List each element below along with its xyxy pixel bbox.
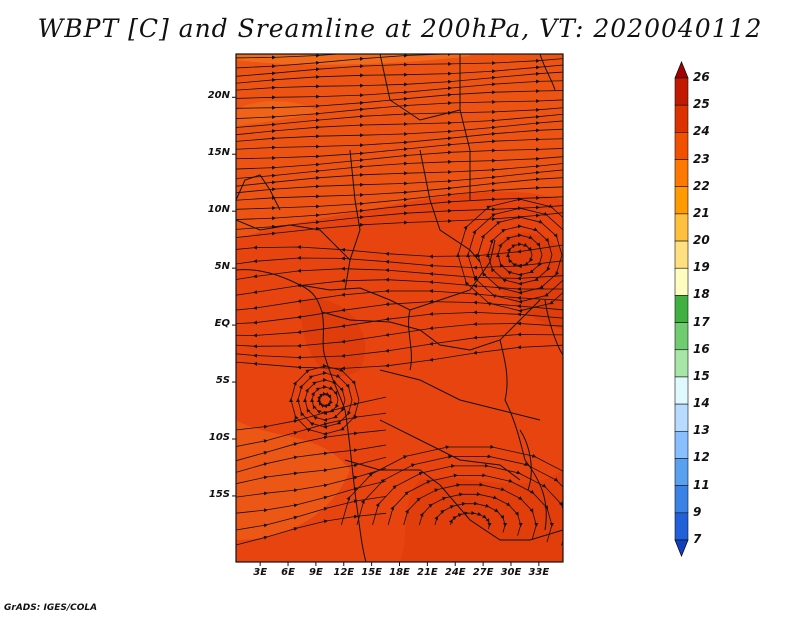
colorbar-segment: [674, 349, 689, 378]
lon-label: 6E: [281, 567, 295, 578]
lon-label: 33E: [528, 567, 550, 578]
lat-label: 5N: [214, 261, 230, 273]
lon-label: 15E: [361, 567, 382, 578]
colorbar-label: 24: [693, 124, 710, 139]
lat-label: 10N: [207, 204, 230, 216]
colorbar-label: 17: [693, 314, 710, 329]
streamline: [236, 444, 387, 473]
lon-label: 3E: [253, 567, 268, 578]
streamline: [236, 512, 387, 546]
colorbar-label: 20: [693, 233, 710, 248]
colorbar-segment: [674, 213, 689, 242]
streamline: [236, 344, 563, 371]
colorbar-segment: [674, 186, 689, 215]
grads-credit: GrADS: IGES/COLA: [4, 603, 98, 613]
colorbar-label: 23: [693, 151, 710, 166]
streamline: [340, 444, 563, 527]
colorbar-label: 16: [693, 341, 710, 356]
colorbar-top-arrow: [674, 60, 689, 79]
colorbar-segment: [674, 403, 689, 432]
streamlines: [236, 54, 563, 546]
colorbar-segment: [674, 77, 689, 106]
streamline: [236, 429, 387, 462]
colorbar-segment: [674, 430, 689, 459]
chart-title: WBPT [C] and Sreamline at 200hPa, VT: 20…: [37, 14, 763, 43]
colorbar-segment: [674, 159, 689, 188]
lat-label: 10S: [208, 431, 230, 443]
colorbar-label: 11: [693, 477, 710, 492]
colorbar: [674, 60, 689, 558]
colorbar-label: 26: [693, 70, 710, 84]
lon-label: 9E: [308, 567, 323, 578]
colorbar-segment: [674, 322, 689, 351]
streamline: [236, 412, 387, 447]
colorbar-bottom-arrow: [674, 539, 689, 558]
colorbar-segment: [674, 376, 689, 405]
lon-label: 24E: [444, 567, 466, 578]
coastlines-borders: [236, 54, 563, 562]
lat-label: 5S: [215, 375, 230, 387]
lon-label: 30E: [500, 567, 522, 578]
colorbar-segment: [674, 267, 689, 296]
colorbar-segment: [674, 104, 689, 133]
lon-label: 18E: [389, 567, 410, 578]
streamline: [236, 496, 387, 531]
lon-label: 27E: [472, 567, 494, 578]
lat-label: 20N: [207, 90, 230, 102]
colorbar-label: 25: [693, 97, 710, 112]
tick-marks: [232, 96, 540, 566]
lat-label: 15S: [208, 488, 230, 500]
lon-label: 21E: [416, 567, 438, 578]
colorbar-segment: [674, 512, 689, 541]
colorbar-label: 19: [693, 260, 710, 275]
lat-label: 15N: [207, 147, 230, 159]
colorbar-label: 22: [693, 178, 710, 193]
colorbar-label: 12: [693, 450, 710, 465]
colorbar-label: 15: [693, 368, 710, 383]
colorbar-segment: [674, 240, 689, 269]
colorbar-label: 7: [693, 532, 702, 546]
colorbar-segment: [674, 132, 689, 160]
streamline: [456, 197, 563, 313]
streamline: [236, 456, 387, 485]
lon-label: 12E: [333, 567, 355, 578]
colorbar-label: 14: [693, 396, 710, 411]
colorbar-segment: [674, 295, 689, 323]
colorbar-label: 21: [693, 205, 710, 220]
colorbar-label: 13: [693, 423, 710, 438]
colorbar-label: 18: [693, 287, 710, 302]
colorbar-segment: [674, 485, 689, 514]
colorbar-label: 9: [693, 504, 702, 519]
lat-label: EQ: [214, 318, 230, 330]
colorbar-segment: [674, 458, 689, 486]
